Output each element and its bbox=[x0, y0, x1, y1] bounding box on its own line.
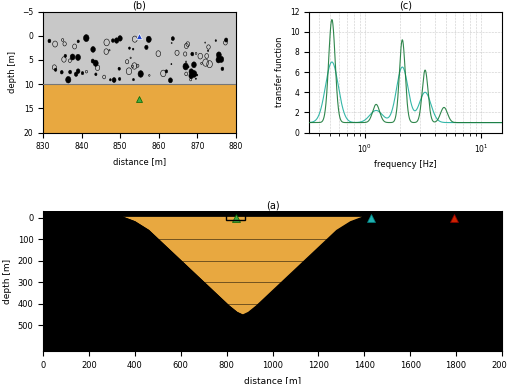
Circle shape bbox=[219, 56, 224, 63]
Circle shape bbox=[168, 78, 172, 83]
Circle shape bbox=[68, 70, 71, 74]
Circle shape bbox=[81, 71, 84, 75]
Circle shape bbox=[91, 46, 95, 52]
Circle shape bbox=[93, 60, 98, 66]
Polygon shape bbox=[43, 218, 243, 351]
Circle shape bbox=[195, 78, 196, 79]
Circle shape bbox=[189, 73, 194, 79]
Circle shape bbox=[191, 52, 194, 56]
Y-axis label: depth [m]: depth [m] bbox=[3, 259, 12, 304]
Circle shape bbox=[48, 39, 51, 43]
Circle shape bbox=[207, 50, 209, 51]
Polygon shape bbox=[243, 218, 502, 351]
Circle shape bbox=[215, 40, 216, 41]
Polygon shape bbox=[123, 218, 243, 351]
X-axis label: distance [m]: distance [m] bbox=[113, 157, 166, 166]
Circle shape bbox=[112, 78, 116, 83]
Circle shape bbox=[144, 45, 148, 50]
X-axis label: frequency [Hz]: frequency [Hz] bbox=[374, 161, 437, 169]
Polygon shape bbox=[123, 218, 362, 315]
Circle shape bbox=[132, 48, 134, 50]
Circle shape bbox=[189, 69, 194, 74]
Circle shape bbox=[70, 54, 75, 60]
Circle shape bbox=[171, 36, 174, 41]
Circle shape bbox=[216, 57, 221, 63]
Circle shape bbox=[138, 71, 143, 77]
Circle shape bbox=[132, 78, 134, 81]
Circle shape bbox=[128, 47, 130, 49]
Circle shape bbox=[118, 78, 121, 81]
Circle shape bbox=[54, 68, 57, 71]
Title: (a): (a) bbox=[266, 200, 279, 210]
Circle shape bbox=[192, 71, 197, 77]
Circle shape bbox=[165, 70, 168, 73]
Circle shape bbox=[221, 67, 224, 71]
Circle shape bbox=[110, 79, 111, 81]
Circle shape bbox=[118, 36, 122, 41]
Circle shape bbox=[188, 66, 189, 68]
Circle shape bbox=[76, 69, 80, 73]
Circle shape bbox=[196, 74, 198, 76]
Circle shape bbox=[112, 39, 114, 42]
Circle shape bbox=[225, 38, 228, 42]
Circle shape bbox=[95, 73, 97, 76]
Polygon shape bbox=[43, 218, 123, 351]
Circle shape bbox=[171, 63, 172, 65]
Title: (c): (c) bbox=[399, 1, 412, 11]
Circle shape bbox=[183, 63, 189, 70]
Circle shape bbox=[147, 36, 151, 43]
Circle shape bbox=[64, 54, 66, 58]
Circle shape bbox=[66, 76, 71, 83]
Circle shape bbox=[91, 59, 94, 63]
Circle shape bbox=[60, 71, 63, 74]
Circle shape bbox=[76, 54, 81, 60]
Circle shape bbox=[115, 38, 119, 43]
Circle shape bbox=[84, 35, 89, 41]
Circle shape bbox=[118, 67, 121, 70]
Y-axis label: transfer function: transfer function bbox=[275, 37, 284, 108]
Circle shape bbox=[192, 62, 196, 68]
Bar bbox=[43, 84, 236, 157]
Circle shape bbox=[75, 72, 78, 76]
X-axis label: distance [m]: distance [m] bbox=[244, 376, 301, 384]
Title: (b): (b) bbox=[132, 1, 147, 11]
Y-axis label: depth [m]: depth [m] bbox=[8, 51, 17, 93]
Circle shape bbox=[216, 52, 221, 58]
Circle shape bbox=[77, 40, 79, 43]
